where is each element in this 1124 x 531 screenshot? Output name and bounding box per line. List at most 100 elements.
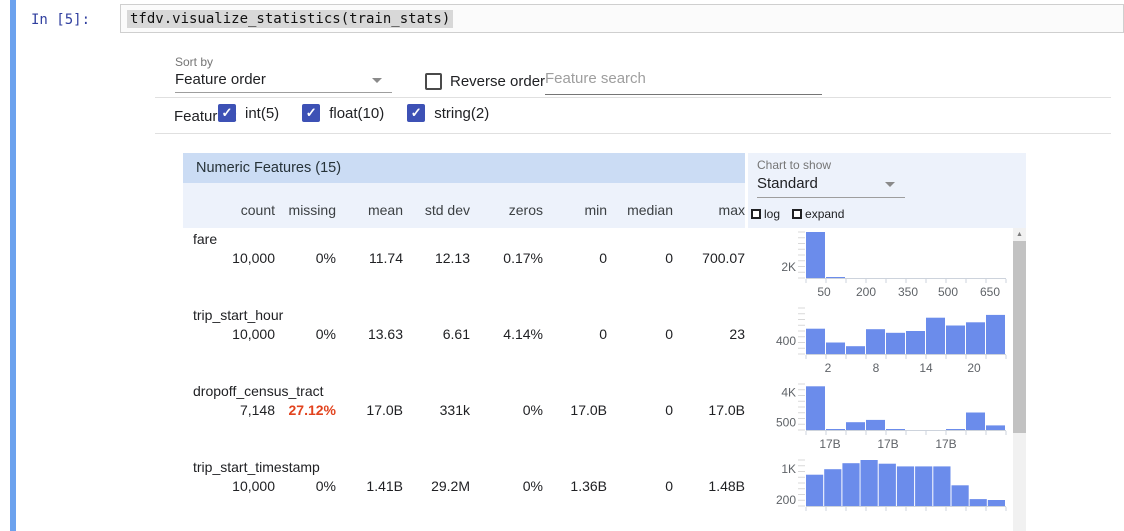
histogram-bar	[896, 466, 915, 506]
filter-label: float(10)	[329, 104, 385, 122]
x-axis-tick-label: 2	[825, 361, 832, 375]
scrollbar-thumb[interactable]	[1013, 241, 1026, 433]
divider	[155, 133, 1111, 134]
feature-filter-float: ✓ float(10)	[302, 104, 384, 122]
histogram-bar	[886, 429, 905, 430]
histogram-bar	[860, 460, 878, 506]
histogram-bar	[866, 329, 885, 354]
code-cell-input[interactable]: tfdv.visualize_statistics(train_stats)	[120, 4, 1124, 33]
reverse-order-checkbox[interactable]	[425, 73, 442, 90]
sort-by-select[interactable]: Feature order	[175, 71, 266, 88]
histogram-fare: 2K 50 200 350 500 650	[770, 228, 1013, 304]
log-checkbox[interactable]	[751, 209, 761, 219]
histogram-bar	[966, 322, 985, 354]
sort-by-label: Sort by	[175, 55, 214, 69]
table-rows: fare 10,000 0% 11.74 12.13 0.17% 0 0 700.07 trip_…	[183, 228, 745, 531]
x-axis-tick-label: 20	[967, 361, 981, 375]
stat-mean: 17.0B	[366, 402, 403, 418]
histogram-bar	[886, 332, 905, 354]
stat-max: 23	[729, 326, 745, 342]
divider	[155, 97, 1111, 98]
x-axis-tick-label: 500	[938, 285, 958, 299]
y-axis-tick-label: 1K	[781, 462, 796, 476]
feature-type-filters: ✓ int(5) ✓ float(10) ✓ string(2)	[218, 104, 489, 122]
stat-missing: 27.12%	[288, 402, 336, 418]
chart-to-show-label: Chart to show	[757, 158, 832, 172]
feature-row-trip_start_hour: trip_start_hour 10,000 0% 13.63 6.61 4.14% 0 0 2…	[183, 304, 745, 380]
feature-name: fare	[193, 231, 218, 247]
filter-label: string(2)	[434, 104, 490, 122]
histogram-bar	[969, 499, 987, 506]
feature-filter-string: ✓ string(2)	[407, 104, 489, 122]
stat-std-dev: 29.2M	[431, 478, 470, 494]
histogram-bar	[846, 346, 865, 354]
reverse-order-label: Reverse order	[450, 73, 546, 90]
sort-by-chevron-down-icon[interactable]	[372, 78, 382, 83]
column-header-median: median	[627, 202, 673, 218]
y-axis-tick-label: 500	[776, 416, 796, 430]
histogram-bar	[866, 419, 885, 430]
y-axis-tick-label: 4K	[781, 385, 796, 399]
histogram-bar	[933, 466, 951, 506]
histogram-bar	[806, 328, 825, 354]
histogram-bar	[915, 466, 933, 506]
table-header-row: count missing mean std dev zeros min median max	[183, 183, 745, 228]
histogram-svg: 2K 50 200 350 500 650	[781, 231, 1007, 299]
checkbox-checked-icon[interactable]: ✓	[302, 104, 321, 122]
histogram-column: 2K 50 200 350 500 650 400 2 8 14 20 4K 500 17B 17B 17B 1…	[770, 228, 1013, 531]
feature-search-input[interactable]	[545, 64, 822, 95]
checkbox-checked-icon[interactable]: ✓	[407, 104, 426, 122]
y-axis-tick-label: 2K	[781, 260, 796, 274]
histogram-svg: 4K 500 17B 17B 17B	[776, 383, 1007, 451]
histogram-bar	[878, 463, 896, 506]
checkbox-checked-icon[interactable]: ✓	[218, 104, 236, 122]
feature-stats: 10,000 0% 13.63 6.61 4.14% 0 0 23	[183, 326, 745, 342]
feature-name: trip_start_timestamp	[193, 459, 320, 475]
stat-std-dev: 12.13	[434, 250, 470, 266]
charts-scrollbar[interactable]: ▲	[1013, 228, 1026, 531]
histogram-bar	[826, 342, 845, 354]
histogram-bar	[926, 317, 945, 354]
histogram-bar	[824, 469, 842, 506]
x-axis-tick-label: 200	[856, 285, 876, 299]
expand-label: expand	[805, 207, 845, 221]
y-axis-tick-label: 200	[776, 493, 796, 507]
chart-panel: Chart to show Standard log expand	[748, 153, 1026, 228]
chart-to-show-chevron-down-icon[interactable]	[885, 182, 895, 187]
stat-std-dev: 331k	[439, 402, 470, 418]
stat-missing: 0%	[315, 250, 336, 266]
scroll-up-icon[interactable]: ▲	[1016, 231, 1023, 238]
histogram-dropoff_census_tract: 4K 500 17B 17B 17B	[770, 380, 1013, 456]
column-header-missing: missing	[288, 202, 336, 218]
histogram-bar	[906, 331, 925, 354]
histogram-bar	[946, 429, 965, 430]
expand-checkbox[interactable]	[792, 209, 803, 219]
feature-stats: 10,000 0% 11.74 12.13 0.17% 0 0 700.07	[183, 250, 745, 266]
chart-to-show-select[interactable]: Standard	[757, 175, 818, 192]
log-label: log	[764, 207, 781, 221]
histogram-bar	[826, 277, 845, 278]
stat-missing: 0%	[315, 326, 336, 342]
column-header-std-dev: std dev	[424, 202, 470, 218]
stat-median: 0	[665, 250, 673, 266]
code-text[interactable]: tfdv.visualize_statistics(train_stats)	[127, 9, 454, 28]
stat-count: 10,000	[232, 326, 275, 342]
x-axis-tick-label: 14	[919, 361, 933, 375]
histogram-bar	[806, 232, 825, 278]
column-header-zeros: zeros	[508, 202, 543, 218]
column-header-count: count	[240, 202, 275, 218]
feature-stats: 10,000 0% 1.41B 29.2M 0% 1.36B 0 1.48B	[183, 478, 745, 494]
stat-median: 0	[665, 402, 673, 418]
stat-missing: 0%	[315, 478, 336, 494]
histogram-bar	[986, 425, 1005, 430]
histogram-bar	[826, 429, 845, 430]
stat-min: 1.36B	[570, 478, 607, 494]
stat-max: 1.48B	[708, 478, 745, 494]
stat-zeros: 0%	[522, 402, 543, 418]
stat-count: 10,000	[232, 478, 275, 494]
stat-mean: 11.74	[369, 250, 403, 266]
stat-zeros: 0.17%	[503, 250, 543, 266]
stat-min: 17.0B	[570, 402, 607, 418]
feature-name: trip_start_hour	[193, 307, 284, 323]
